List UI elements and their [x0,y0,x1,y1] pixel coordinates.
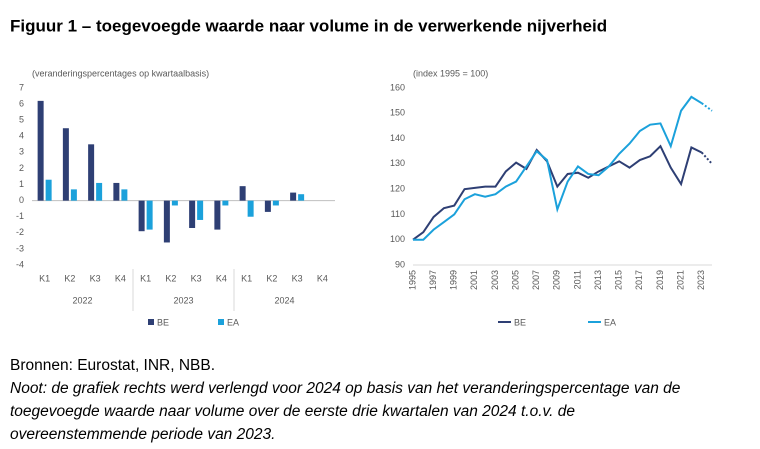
x-tick-label: 2013 [593,270,603,290]
bar [45,179,52,201]
bar [88,144,95,201]
x-tick-label: K4 [216,273,227,283]
note-line: toegevoegde waarde naar volume over de e… [10,403,575,420]
group-label: 2022 [72,295,92,305]
series-line [412,144,703,241]
bar [62,128,69,201]
y-tick-label: 3 [19,147,24,157]
y-tick-label: 160 [390,82,405,92]
x-tick-label: 2023 [696,270,706,290]
bar [121,189,128,201]
projection-line [700,151,713,165]
x-tick-label: 2001 [469,270,479,290]
bar [96,182,103,201]
bar [113,182,120,201]
bar [37,100,44,201]
legend-label: EA [227,317,239,327]
x-tick-label: 2015 [614,270,624,290]
x-tick-label: 1997 [428,270,438,290]
bar [247,200,254,217]
x-tick-label: K1 [140,273,151,283]
figure: Figuur 1 – toegevoegde waarde naar volum… [10,16,713,327]
bar [222,200,229,206]
y-tick-label: 0 [19,195,24,205]
y-tick-label: 120 [390,184,405,194]
y-tick-label: 100 [390,234,405,244]
bar [239,186,246,201]
group-label: 2024 [274,295,294,305]
bar [138,200,145,232]
x-tick-label: 2021 [675,270,685,290]
x-tick-label: K2 [165,273,176,283]
y-tick-label: -3 [16,243,24,253]
group-label: 2023 [173,295,193,305]
x-tick-label: 1999 [449,270,459,290]
bar [290,192,297,201]
figure-title: Figuur 1 – toegevoegde waarde naar volum… [10,16,607,35]
legend-label: BE [157,317,169,327]
x-tick-label: 1995 [407,270,417,290]
y-tick-label: 90 [395,259,405,269]
projection-line [701,102,713,112]
y-tick-label: 140 [390,133,405,143]
x-tick-label: K3 [191,273,202,283]
x-tick-label: K3 [292,273,303,283]
x-tick-label: 2011 [572,270,582,289]
x-tick-label: 2005 [510,270,520,290]
x-tick-label: K4 [317,273,328,283]
bar [197,200,204,220]
y-tick-label: 6 [19,98,24,108]
note-line: Noot: de grafiek rechts werd verlengd vo… [10,380,681,397]
bar [189,200,196,228]
bar [264,200,271,212]
bar [272,200,279,206]
x-tick-label: 2009 [552,270,562,290]
x-tick-label: K1 [39,273,50,283]
legend-label: EA [604,317,616,327]
bar [214,200,221,230]
legend-swatch [148,319,154,325]
y-tick-label: 5 [19,115,24,125]
y-tick-label: 110 [391,209,405,219]
source: Bronnen: Eurostat, INR, NBB. [10,357,216,374]
bar [163,200,170,243]
bar [298,194,305,201]
x-tick-label: K2 [266,273,277,283]
y-tick-label: 130 [390,158,405,168]
bar [70,189,77,201]
series-line [413,95,703,241]
y-tick-label: 1 [19,179,24,189]
legend-swatch [218,319,224,325]
x-tick-label: K3 [90,273,101,283]
axis-label: (index 1995 = 100) [413,68,488,78]
y-tick-label: -1 [16,211,24,221]
notes: Bronnen: Eurostat, INR, NBB. Noot: de gr… [10,354,755,446]
x-tick-label: 2003 [490,270,500,290]
y-tick-label: 7 [19,82,24,92]
x-tick-label: 2007 [531,270,541,290]
y-tick-label: 2 [19,163,24,173]
bar [146,200,153,230]
y-tick-label: 4 [19,131,24,141]
axis-label: (veranderingspercentages op kwartaalbasi… [32,68,209,78]
y-tick-label: -2 [16,227,24,237]
y-tick-label: 150 [390,108,405,118]
x-tick-label: 2017 [634,270,644,290]
x-tick-label: 2019 [655,270,665,290]
x-tick-label: K1 [241,273,252,283]
x-tick-label: K2 [64,273,75,283]
y-tick-label: -4 [16,259,24,269]
legend-label: BE [514,317,526,327]
bar [171,200,178,206]
note-line: overeenstemmende periode van 2023. [10,426,276,443]
x-tick-label: K4 [115,273,126,283]
